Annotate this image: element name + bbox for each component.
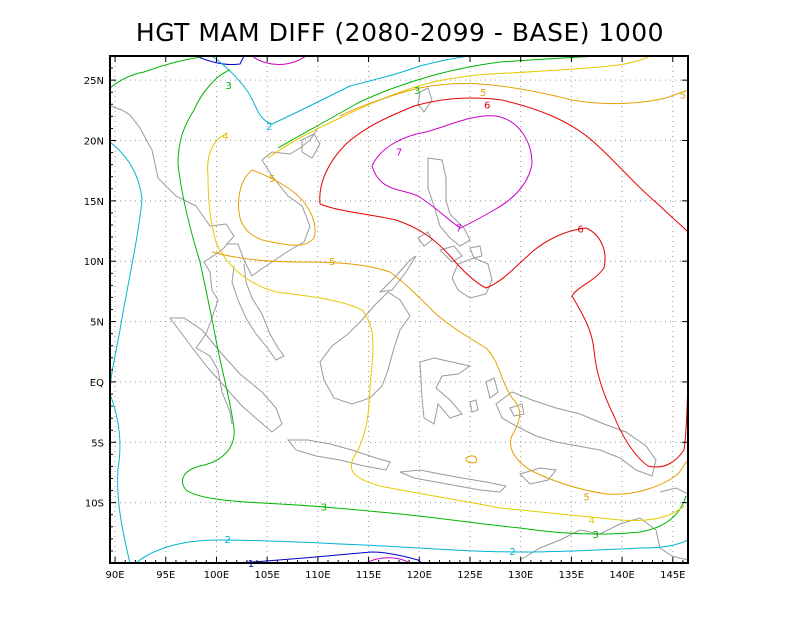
coast-indochina (226, 127, 319, 277)
y-tick-label: 10S (85, 499, 104, 510)
lat-lon-grid (110, 56, 688, 563)
contour-label: 3 (593, 530, 599, 541)
contour-label: 1 (248, 559, 254, 570)
coast-new-guinea (495, 391, 657, 477)
x-tick-label: 110E (305, 570, 330, 581)
contour-label: 3 (414, 86, 420, 97)
coast-mindanao (451, 257, 493, 299)
contour-level-5-top (339, 83, 688, 117)
contour-level-4-main (207, 133, 685, 521)
coast-hainan (301, 133, 321, 159)
coast-malay-peninsula (231, 263, 285, 361)
map-title: HGT MAM DIFF (2080-2099 - BASE) 1000 (135, 18, 665, 47)
contour-label: 2 (266, 122, 272, 133)
contour-label: 5 (680, 91, 686, 102)
coast-sumatra (169, 317, 283, 433)
contour-level-6-north (319, 97, 688, 233)
contour-level-1-top (195, 56, 245, 65)
contour-label: 7 (396, 147, 402, 158)
contour-label: 3 (225, 81, 231, 92)
coast-australia (519, 517, 688, 561)
y-tick-label: 5S (91, 438, 104, 449)
contour-level-7-top (251, 56, 307, 65)
y-tick-label: 10N (84, 257, 104, 268)
coast-borneo (319, 291, 411, 405)
coast-palawan (378, 255, 417, 293)
contour-label: 7 (456, 223, 462, 234)
contour-label: 6 (484, 100, 490, 111)
contour-label: 5 (269, 174, 275, 185)
coast-new-britain (659, 487, 688, 495)
contour-level-4-top (267, 56, 651, 159)
contour-level-5-small (465, 455, 477, 464)
coast-moluccas (469, 377, 525, 417)
contour-level-6-west (319, 203, 688, 468)
coast-taiwan (417, 87, 433, 113)
contour-level-2-left (110, 141, 143, 395)
contour-level-5-loop (238, 169, 316, 246)
contour-level-3-main (177, 69, 687, 535)
contour-level-3-left (110, 56, 207, 89)
x-tick-label: 140E (609, 570, 634, 581)
y-tick-label: 5N (90, 318, 104, 329)
x-tick-label: 120E (407, 570, 432, 581)
axis-ticks: 90E 95E 100E 105E 110E 115E 120E 125E 130E 135E 14… (84, 56, 688, 581)
coast-sulawesi (419, 357, 472, 425)
coast-timor (519, 467, 557, 485)
y-tick-label: 20N (84, 137, 104, 148)
x-tick-label: 90E (106, 570, 125, 581)
contour-level-7-loop (371, 115, 533, 229)
contour-label: 4 (588, 516, 594, 527)
coast-visayas (417, 231, 483, 263)
coast-mainland-asia (110, 105, 235, 425)
coast-java (286, 439, 391, 471)
contour-level-2-bottom (135, 539, 688, 563)
contour-lines (110, 56, 688, 563)
x-tick-label: 115E (356, 570, 381, 581)
contour-label: 4 (222, 132, 228, 143)
coast-luzon (427, 157, 471, 247)
contour-label: 2 (509, 547, 515, 558)
contour-level-7-bottom (365, 557, 411, 563)
coastlines (110, 87, 688, 561)
y-tick-label: 25N (84, 76, 104, 87)
contour-label: 2 (224, 535, 230, 546)
coast-lesser-sunda (399, 469, 508, 493)
x-tick-label: 95E (156, 570, 175, 581)
contour-label: 3 (321, 502, 327, 513)
contour-label: 5 (329, 257, 335, 268)
contour-level-3-top (277, 56, 601, 149)
x-tick-label: 135E (559, 570, 584, 581)
contour-level-2-left-south (110, 393, 131, 563)
x-tick-label: 145E (660, 570, 685, 581)
plot-frame (109, 55, 689, 564)
x-tick-label: 100E (204, 570, 229, 581)
x-tick-label: 105E (254, 570, 279, 581)
y-tick-label: EQ (90, 378, 104, 389)
contour-label: 6 (577, 225, 583, 236)
contour-label: 5 (583, 493, 589, 504)
x-tick-label: 130E (508, 570, 533, 581)
contour-level-2-top (211, 56, 471, 125)
contour-level-5-main (211, 251, 688, 495)
contour-label: 5 (480, 88, 486, 99)
x-tick-label: 125E (457, 570, 482, 581)
contour-level-1-bottom (235, 551, 423, 563)
y-tick-label: 15N (84, 197, 104, 208)
